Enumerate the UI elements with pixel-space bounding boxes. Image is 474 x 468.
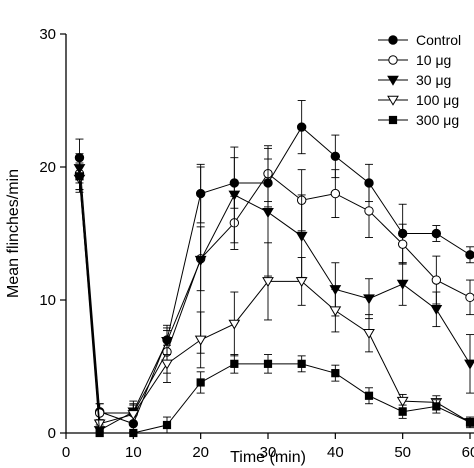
axes: 0 10 20 30 0 10 20 30 40 50 60 [39, 26, 474, 461]
series-line [78, 178, 471, 425]
data-point [464, 359, 474, 370]
series-0 [74, 100, 474, 433]
data-point [194, 335, 207, 346]
data-point [127, 410, 140, 421]
data-point [431, 275, 442, 285]
y-tick-label: 10 [39, 292, 56, 309]
data-point [329, 306, 342, 317]
data-point [465, 418, 474, 427]
data-point [228, 190, 241, 201]
data-point [129, 428, 138, 438]
data-point [196, 378, 205, 387]
data-point [330, 151, 341, 162]
data-point [431, 228, 442, 239]
data-point [296, 122, 307, 132]
x-tick-label: 0 [62, 444, 70, 461]
data-point [432, 402, 441, 411]
data-point [262, 207, 274, 218]
data-point [75, 172, 84, 181]
series-line [78, 172, 471, 414]
data-point [364, 391, 374, 400]
data-point [262, 277, 274, 288]
x-tick-label: 20 [192, 444, 209, 461]
data-point [95, 428, 104, 438]
data-point [363, 329, 375, 339]
legend: Control 10 μg 30 μg 100 μg 300 μg [378, 32, 461, 128]
data-point [364, 206, 374, 216]
data-point [94, 408, 105, 418]
x-axis-title: Time (min) [230, 449, 306, 466]
x-tick-label: 40 [327, 444, 344, 461]
legend-label: 100 μg [416, 92, 459, 108]
legend-label: 300 μg [416, 112, 459, 128]
series-layer [73, 100, 474, 438]
legend-item-1: 10 μg [378, 52, 451, 68]
data-point [228, 319, 241, 330]
legend-marker [388, 35, 398, 45]
y-tick-label: 30 [39, 26, 56, 43]
x-tick-label: 30 [260, 444, 277, 461]
legend-marker [388, 115, 398, 125]
legend-label: 30 μg [416, 72, 451, 88]
legend-item-0: Control [378, 32, 461, 48]
legend-marker [388, 55, 398, 65]
legend-label: 10 μg [416, 52, 451, 68]
legend-item-2: 30 μg [378, 72, 451, 88]
series-4 [75, 162, 474, 438]
data-point [263, 359, 273, 368]
series-line [78, 176, 471, 434]
data-point [430, 305, 443, 316]
data-point [161, 359, 173, 370]
legend-marker [387, 95, 399, 106]
legend-item-4: 300 μg [378, 112, 459, 128]
y-tick-label: 0 [48, 425, 56, 442]
data-point [397, 239, 408, 249]
data-point [396, 396, 409, 407]
y-tick-label: 20 [39, 159, 56, 176]
x-tick-label: 50 [394, 444, 411, 461]
legend-label: Control [416, 32, 461, 48]
series-line [78, 168, 471, 432]
data-point [194, 255, 207, 266]
data-point [93, 419, 106, 430]
data-point [465, 292, 474, 303]
x-tick-label: 10 [125, 444, 142, 461]
data-point [295, 277, 308, 288]
legend-marker [387, 75, 399, 86]
data-point [295, 231, 308, 242]
legend-item-3: 100 μg [378, 92, 459, 108]
series-3 [73, 165, 474, 430]
data-point [396, 279, 409, 290]
series-line [78, 126, 471, 425]
data-point [363, 294, 375, 305]
series-1 [74, 145, 474, 423]
series-2 [73, 146, 474, 437]
data-point [297, 359, 306, 368]
data-point [331, 369, 340, 378]
data-point [330, 188, 341, 199]
x-tick-label: 60 [462, 444, 474, 461]
data-point [230, 359, 239, 368]
data-point [465, 250, 474, 260]
data-point [398, 407, 407, 416]
data-point [161, 336, 173, 347]
data-point [162, 420, 172, 430]
y-axis-title: Mean flinches/min [5, 169, 22, 298]
